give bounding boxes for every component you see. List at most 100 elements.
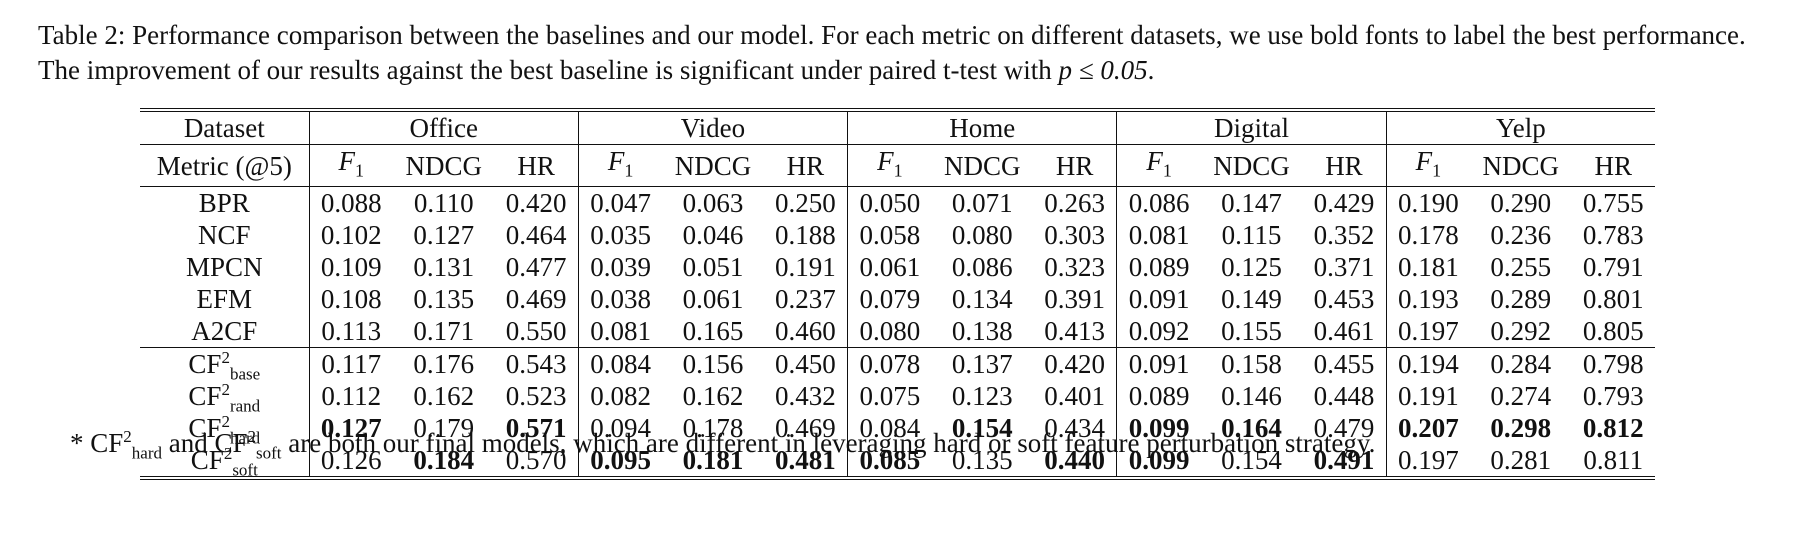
table-cell: 0.237 bbox=[775, 284, 836, 315]
table-cell: 0.165 bbox=[682, 316, 744, 347]
table-cell: 0.154 bbox=[1200, 444, 1303, 481]
row-model-name: CF2hard bbox=[188, 412, 261, 448]
table-cell: 0.078 bbox=[847, 347, 932, 381]
footnote-text: are both our final models, which are dif… bbox=[288, 428, 1376, 458]
table-cell: 0.086 bbox=[1116, 186, 1201, 220]
table-row: BPR 0.088 0.110 0.420 0.047 0.063 0.250 0.050 0.… bbox=[140, 186, 1655, 220]
table-cell: 0.284 bbox=[1470, 347, 1572, 381]
metric-header-hr: HR bbox=[1571, 144, 1655, 188]
table-cell: 0.079 bbox=[847, 283, 932, 316]
table-cell: 0.117 bbox=[308, 347, 394, 381]
table-cell: 0.061 bbox=[847, 251, 932, 284]
table-cell: 0.092 bbox=[1116, 315, 1201, 348]
caption-math: p ≤ 0.05 bbox=[1058, 55, 1148, 85]
table-cell: 0.181 bbox=[662, 444, 764, 481]
table-cell: 0.050 bbox=[847, 186, 932, 220]
table-cell: 0.099 bbox=[1116, 444, 1201, 481]
table-cell: 0.178 bbox=[682, 413, 744, 444]
table-row: MPCN 0.109 0.131 0.477 0.039 0.051 0.191 0.061 0… bbox=[140, 251, 1655, 284]
table-row: A2CF 0.113 0.171 0.550 0.081 0.165 0.460 0.080 0… bbox=[140, 315, 1655, 348]
metric-header-f1: F1 bbox=[1385, 144, 1471, 188]
table-cell: 0.798 bbox=[1571, 347, 1655, 381]
table-cell: 0.091 bbox=[1116, 283, 1201, 316]
table-cell: 0.135 bbox=[931, 444, 1033, 481]
table-cell: 0.429 bbox=[1313, 188, 1375, 219]
table-cell: 0.450 bbox=[763, 347, 848, 381]
table-cell: 0.464 bbox=[505, 220, 567, 251]
table-cell: 0.550 bbox=[505, 316, 567, 347]
table-cell: 0.413 bbox=[1044, 316, 1106, 347]
footnote-and: and bbox=[168, 428, 208, 458]
table-cell: 0.112 bbox=[308, 380, 394, 413]
table-cell: 0.323 bbox=[1044, 252, 1106, 283]
metric-header-hr: HR bbox=[494, 144, 579, 188]
table-cell: 0.194 bbox=[1385, 347, 1471, 381]
table-cell: 0.155 bbox=[1221, 316, 1282, 347]
table-cell: 0.061 bbox=[682, 284, 744, 315]
table-cell: 0.058 bbox=[847, 219, 932, 252]
table-cell: 0.084 bbox=[577, 347, 663, 381]
table-cell: 0.420 bbox=[1032, 347, 1117, 381]
table-cell: 0.290 bbox=[1490, 188, 1552, 219]
table-cell: 0.047 bbox=[577, 186, 663, 220]
table-cell: 0.176 bbox=[393, 347, 495, 381]
table-cell: 0.461 bbox=[1313, 316, 1375, 347]
table-row: CF2rand 0.112 0.162 0.523 0.082 0.162 0.432 0.0… bbox=[140, 380, 1655, 416]
table-cell: 0.440 bbox=[1032, 444, 1117, 481]
footnote-model-hard: CF2hard bbox=[90, 427, 162, 463]
table-cell: 0.089 bbox=[1116, 251, 1201, 284]
performance-table-container: Dataset Office Video Home Digital Yelp Metri… bbox=[140, 108, 1655, 481]
table-cell: 0.197 bbox=[1385, 315, 1471, 348]
table-cell: 0.391 bbox=[1044, 284, 1106, 315]
table-cell: 0.171 bbox=[413, 316, 475, 347]
table-cell: 0.191 bbox=[1385, 380, 1471, 413]
dataset-header-yelp: Yelp bbox=[1385, 108, 1655, 145]
table-cell: 0.191 bbox=[775, 252, 836, 283]
table-cell: 0.455 bbox=[1302, 347, 1387, 381]
table-cell: 0.236 bbox=[1490, 220, 1552, 251]
metric-header-ndcg: NDCG bbox=[393, 144, 495, 188]
footnote-star: * bbox=[70, 428, 84, 458]
performance-table: Dataset Office Video Home Digital Yelp Metri… bbox=[140, 108, 1655, 481]
table-cell: 0.184 bbox=[393, 444, 495, 481]
table-cell: 0.289 bbox=[1490, 284, 1552, 315]
table-cell: 0.755 bbox=[1582, 188, 1644, 219]
table-cell: 0.084 bbox=[847, 412, 932, 445]
table-cell: 0.453 bbox=[1313, 284, 1375, 315]
row-model-name: A2CF bbox=[191, 316, 258, 347]
table-cell: 0.162 bbox=[682, 381, 744, 412]
dataset-header-home: Home bbox=[847, 108, 1117, 145]
metric-header-ndcg: NDCG bbox=[1200, 144, 1303, 188]
metric-header-ndcg: NDCG bbox=[931, 144, 1033, 188]
metric-header-row: Metric (@5) F1 NDCG HR F1 NDCG HR F1 NDCG HR F1 ND… bbox=[140, 144, 1655, 188]
table-cell: 0.178 bbox=[1385, 219, 1471, 252]
table-cell: 0.188 bbox=[775, 220, 836, 251]
table-cell: 0.082 bbox=[577, 380, 663, 413]
metric-header-hr: HR bbox=[1032, 144, 1117, 188]
table-cell: 0.479 bbox=[1313, 413, 1375, 444]
table-cell: 0.179 bbox=[413, 413, 475, 444]
dataset-header-office: Office bbox=[308, 108, 579, 145]
row-model-name: CF2soft bbox=[140, 444, 310, 481]
table-cell: 0.448 bbox=[1313, 381, 1375, 412]
metric-header-f1: F1 bbox=[1116, 144, 1201, 188]
table-cell: 0.156 bbox=[662, 347, 764, 381]
table-cell: 0.181 bbox=[1385, 251, 1471, 284]
table-cell: 0.080 bbox=[951, 220, 1013, 251]
table-cell: 0.046 bbox=[682, 220, 744, 251]
table-cell: 0.281 bbox=[1470, 444, 1572, 481]
table-cell: 0.089 bbox=[1116, 380, 1201, 413]
dataset-header-digital: Digital bbox=[1116, 108, 1387, 145]
table-cell: 0.543 bbox=[494, 347, 579, 381]
table-cell: 0.812 bbox=[1582, 413, 1644, 444]
row-model-name: MPCN bbox=[186, 252, 263, 283]
table-row: CF2hard 0.127 0.179 0.571 0.094 0.178 0.469 0.0… bbox=[140, 412, 1655, 448]
table-cell: 0.274 bbox=[1490, 381, 1552, 412]
table-cell: 0.080 bbox=[847, 315, 932, 348]
row-model-name: CF2rand bbox=[188, 380, 261, 416]
table-cell: 0.523 bbox=[505, 381, 567, 412]
table-cell: 0.126 bbox=[308, 444, 394, 481]
table-cell: 0.371 bbox=[1313, 252, 1375, 283]
table-cell: 0.085 bbox=[847, 444, 932, 481]
table-cell: 0.434 bbox=[1044, 413, 1106, 444]
